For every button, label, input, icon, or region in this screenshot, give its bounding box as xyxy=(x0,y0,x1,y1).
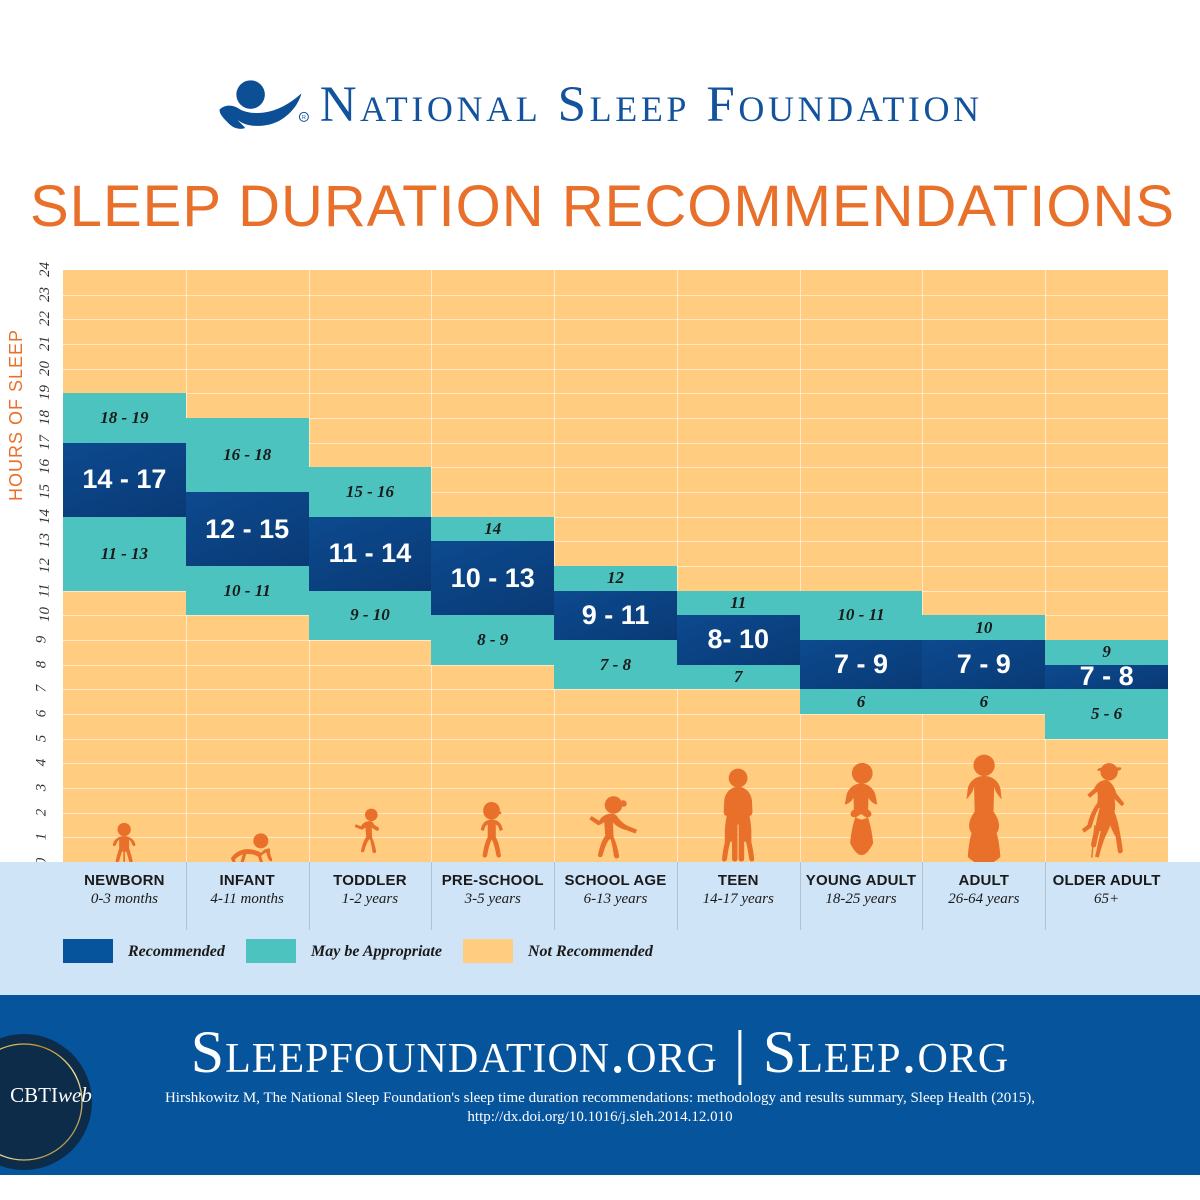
svg-text:R: R xyxy=(302,115,306,121)
